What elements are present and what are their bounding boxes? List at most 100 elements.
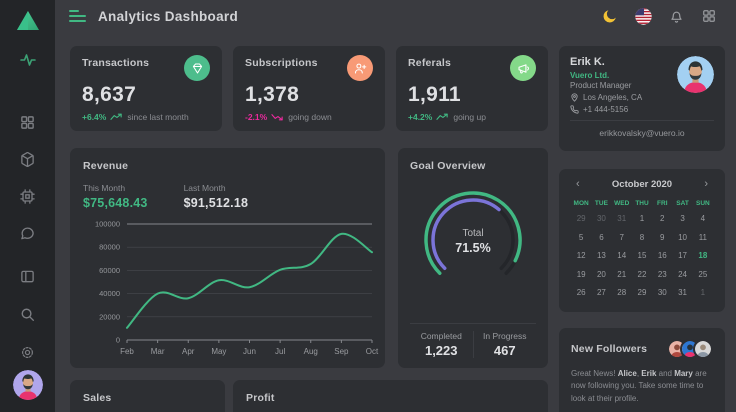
calendar-day[interactable]: 27 [596,288,606,297]
calendar-day[interactable]: 7 [619,232,624,242]
profile-avatar [677,56,714,93]
sidebar-item-components[interactable] [9,141,47,177]
calendar-day[interactable]: 21 [617,269,627,279]
calendar-weekday: SUN [695,200,710,207]
calendar-day[interactable]: 29 [637,288,647,297]
calendar-day[interactable]: 29 [576,214,586,223]
sidebar-item-search[interactable] [9,296,47,332]
panels-icon [21,270,34,282]
profile-name: Erik K. [570,56,605,68]
calendar-prev-button[interactable]: ‹ [576,178,580,190]
calendar-day[interactable]: 11 [698,232,707,242]
dark-mode-toggle[interactable] [601,7,619,25]
language-selector[interactable] [634,7,652,25]
sidebar-item-dashboards[interactable] [9,104,47,140]
calendar-day[interactable]: 4 [700,214,706,223]
profile-location: Los Angeles, CA [583,93,643,102]
svg-text:60000: 60000 [99,266,120,275]
calendar-day[interactable]: 31 [678,288,688,297]
sidebar-item-elements[interactable] [9,178,47,214]
search-icon [21,308,35,321]
sidebar-item-settings[interactable] [9,334,47,370]
calendar-day[interactable]: 30 [596,214,606,223]
calendar-weekday: SAT [676,200,689,207]
calendar-day[interactable]: 3 [680,214,685,223]
calendar-day[interactable]: 28 [617,288,627,297]
calendar-weekday: MON [573,200,589,207]
sidebar-user-avatar[interactable] [12,370,43,400]
divider [570,120,714,121]
calendar-next-button[interactable]: › [704,178,708,190]
calendar-day[interactable]: 22 [637,269,647,279]
svg-text:Total: Total [462,228,483,239]
trend-up-icon [436,113,449,120]
user-plus-icon [347,55,373,81]
goal-overview-card: Goal Overview Total 71.5% Completed 1,223… [398,148,548,368]
vuero-logo-icon[interactable] [15,8,41,34]
calendar-day[interactable]: 6 [599,232,604,242]
menu-toggle-button[interactable] [69,10,86,22]
calendar-day[interactable]: 9 [660,232,665,242]
calendar-day[interactable]: 25 [698,269,708,279]
svg-text:80000: 80000 [99,243,120,252]
last-month-value: $91,512.18 [183,196,249,210]
calendar-day[interactable]: 1 [639,214,645,223]
us-flag-icon [634,7,652,25]
this-month-value: $75,648.43 [83,196,148,210]
calendar-day[interactable]: 8 [639,232,645,242]
sidebar-item-activity[interactable] [9,42,47,78]
calendar-day[interactable]: 23 [657,269,667,279]
profile-email[interactable]: erikkovalsky@vuero.io [599,128,685,138]
calendar-day[interactable]: 20 [596,269,606,279]
calendar-weekday: THU [635,200,649,207]
calendar-day[interactable]: 10 [678,232,688,242]
apps-menu-button[interactable] [700,7,718,25]
calendar-day-selected[interactable]: 18 [698,251,708,260]
page-title: Analytics Dashboard [98,8,238,24]
goal-completed: Completed 1,223 [410,331,474,358]
svg-text:Feb: Feb [120,347,134,356]
sidebar-item-panels[interactable] [9,258,47,294]
gem-icon [184,55,210,81]
new-followers-card: New Followers Great News! Alice, Erik an… [559,328,725,412]
revenue-this-month: This Month $75,648.43 [83,183,148,210]
notifications-button[interactable] [667,7,685,25]
sidebar [0,0,55,412]
inprogress-label: In Progress [483,331,527,341]
calendar-day[interactable]: 31 [617,214,627,223]
svg-text:May: May [211,347,226,356]
avatar-image [12,370,43,400]
stat-label: Subscriptions [245,57,318,69]
trend-down-icon [271,114,283,121]
follower-avatar-mary[interactable] [693,339,713,359]
trend-up-icon [110,113,123,120]
phone-icon [570,105,579,114]
trend-note: going down [288,112,332,122]
sales-card: Sales [70,380,225,412]
gear-icon [22,346,33,358]
sales-title: Sales [83,392,112,404]
calendar-day[interactable]: 15 [637,251,647,260]
calendar-day[interactable]: 13 [596,251,606,260]
grid-icon [21,115,34,129]
calendar-day[interactable]: 12 [576,251,586,260]
avatar-image [677,56,714,93]
calendar-day[interactable]: 17 [678,251,688,260]
stat-label: Transactions [82,57,150,69]
calendar-day[interactable]: 30 [657,288,667,297]
calendar-day[interactable]: 16 [657,251,667,260]
goal-footer: Completed 1,223 In Progress 467 [410,323,536,358]
calendar-day[interactable]: 19 [576,269,586,279]
revenue-card: Revenue This Month $75,648.43 Last Month… [70,148,385,368]
profit-card: Profit [233,380,548,412]
calendar-day[interactable]: 14 [617,251,627,260]
stat-value: 8,637 [82,83,137,106]
stat-value: 1,911 [408,83,461,106]
calendar-day[interactable]: 5 [578,232,584,242]
calendar-day[interactable]: 24 [678,269,688,279]
calendar-day[interactable]: 1 [700,288,706,297]
calendar-day[interactable]: 2 [660,214,665,223]
calendar-day[interactable]: 26 [576,288,586,297]
sidebar-item-messages[interactable] [9,215,47,251]
